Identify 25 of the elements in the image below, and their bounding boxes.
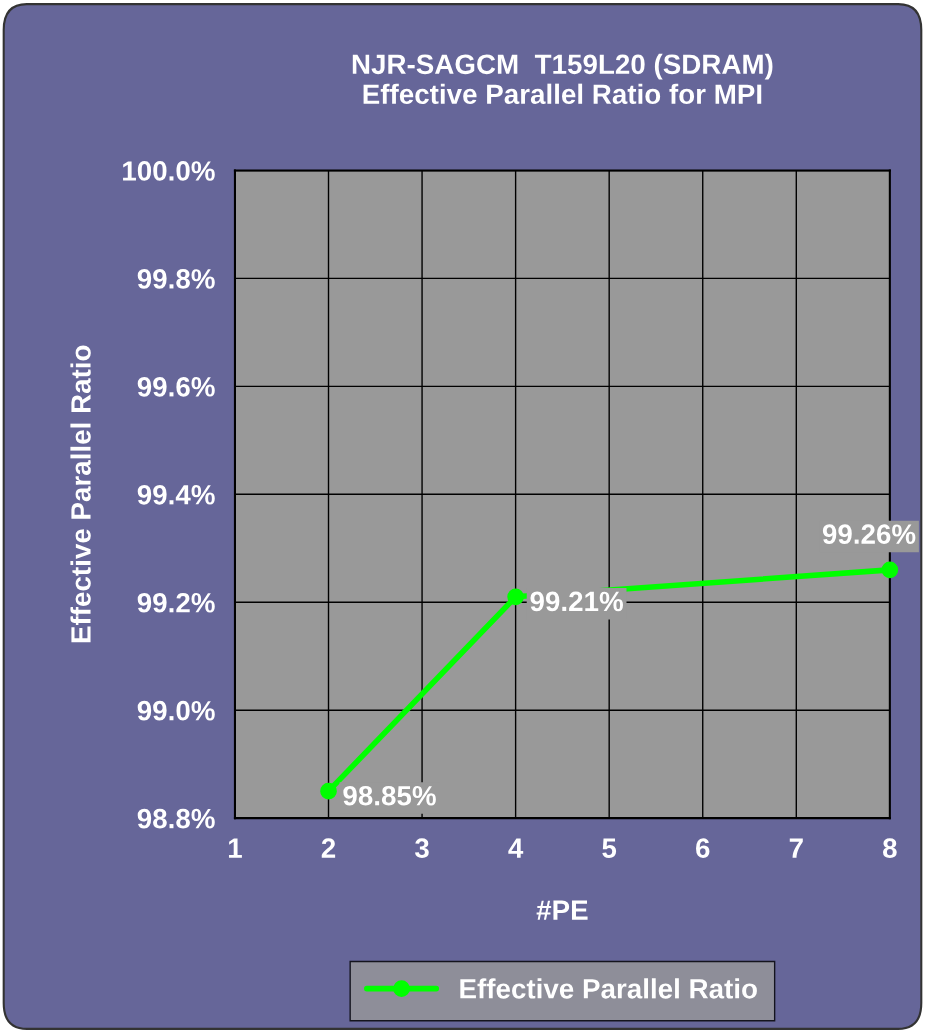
x-tick-label: 1 (228, 838, 242, 858)
y-axis-title: Effective Parallel Ratio (70, 345, 91, 643)
legend-label: Effective Parallel Ratio (460, 978, 757, 999)
y-tick-label: 99.4% (137, 484, 215, 505)
x-tick-label: 7 (789, 838, 803, 858)
x-tick-label: 5 (602, 838, 617, 858)
x-tick-label: 8 (883, 838, 897, 858)
y-tick-label: 99.8% (137, 269, 215, 289)
point (507, 588, 524, 606)
point (881, 561, 899, 579)
point (320, 782, 337, 800)
y-tick-label: 99.2% (137, 592, 215, 613)
data-label: 98.85% (343, 785, 436, 806)
chart-title: NJR-SAGCM T159L20 (SDRAM) Effective Parallel Ratio for MPI (352, 53, 773, 105)
y-tick-label: 98.8% (137, 808, 215, 829)
x-axis-title: #PE (536, 900, 588, 920)
x-tick-label: 6 (696, 838, 710, 858)
y-tick-label: 99.0% (137, 700, 215, 721)
x-tick-label: 2 (321, 838, 336, 858)
data-label: 99.26% (822, 524, 916, 544)
y-tick-label: 99.6% (137, 377, 215, 397)
x-tick-label: 4 (508, 838, 524, 858)
x-tick-label: 3 (414, 838, 429, 859)
y-tick-label: 100.0% (123, 161, 215, 181)
data-label: 99.21% (530, 591, 623, 612)
